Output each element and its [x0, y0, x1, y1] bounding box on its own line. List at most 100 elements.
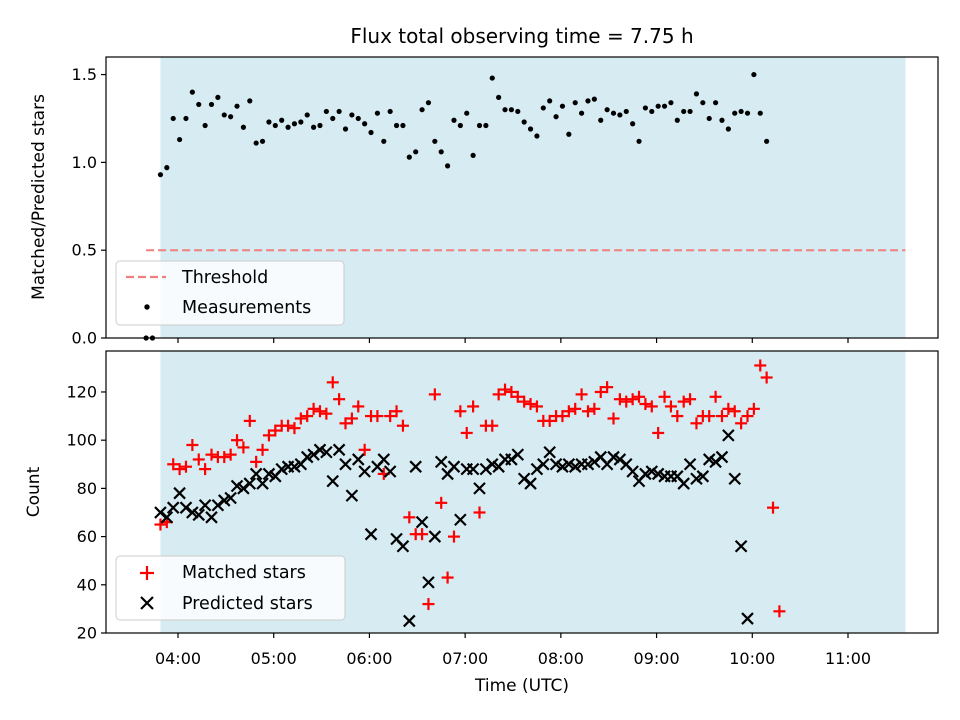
y-tick-label: 0.5	[72, 241, 97, 260]
predicted-star-point	[466, 462, 480, 476]
measurement-point	[764, 138, 770, 144]
matched-star-point	[294, 412, 307, 425]
measurement-point	[291, 121, 298, 127]
measurement-point	[279, 117, 285, 123]
matched-star-point	[671, 410, 684, 423]
measurement-point	[457, 122, 463, 129]
measurement-point	[496, 94, 502, 100]
measurement-point	[362, 121, 368, 127]
predicted-star-point	[677, 477, 690, 490]
measurement-point	[508, 107, 515, 113]
predicted-star-point	[588, 455, 601, 469]
predicted-star-point	[211, 498, 225, 512]
matched-star-point	[205, 448, 218, 461]
predicted-star-point	[415, 515, 429, 529]
matched-star-point	[741, 410, 754, 423]
predicted-star-point	[537, 458, 550, 471]
matched-star-point	[384, 410, 397, 423]
matched-star-point	[333, 393, 346, 406]
matched-star-point	[767, 501, 780, 514]
measurement-point	[259, 138, 266, 144]
measurement-point	[674, 117, 680, 123]
matched-star-point	[677, 395, 690, 408]
matched-star-point	[652, 426, 665, 439]
measurement-point	[470, 152, 476, 158]
measurement-point	[604, 107, 610, 113]
matched-star-point	[435, 496, 448, 509]
measurement-point	[668, 100, 674, 106]
measurement-point	[578, 110, 585, 116]
x-tick-label: 06:00	[346, 649, 392, 668]
matched-star-point	[626, 393, 639, 406]
matched-star-point	[192, 453, 205, 466]
predicted-star-point	[741, 612, 754, 625]
matched-star-point	[179, 460, 192, 473]
matched-star-point	[773, 605, 786, 618]
predicted-star-point	[734, 539, 748, 553]
plot-frame	[105, 350, 939, 634]
matched-star-point	[505, 385, 518, 398]
predicted-star-point	[422, 576, 435, 589]
matched-star-point	[499, 383, 512, 396]
measurement-point	[464, 110, 470, 116]
matched-star-point	[320, 407, 333, 420]
predicted-star-point	[505, 453, 518, 466]
measurement-point	[304, 112, 310, 118]
measurement-point	[157, 172, 164, 178]
measurement-point	[642, 105, 649, 111]
measurement-point	[419, 107, 425, 113]
matched-star-point	[173, 463, 186, 476]
measurement-point	[176, 136, 183, 143]
predicted-star-point	[428, 530, 442, 543]
matched-star-point	[607, 412, 620, 425]
measurement-point	[240, 124, 247, 130]
measurement-point	[266, 119, 272, 125]
predicted-star-point	[613, 453, 627, 466]
matched-star-point	[416, 528, 429, 541]
x-tick-label: 05:00	[251, 649, 297, 668]
predicted-star-point	[511, 448, 525, 461]
matched-star-point	[313, 405, 326, 418]
measurement-point	[712, 100, 719, 106]
measurement-point	[655, 103, 661, 109]
matched-star-point	[218, 451, 231, 464]
measurement-point	[310, 124, 317, 130]
measurement-point	[355, 115, 361, 122]
matched-star-point	[199, 463, 212, 476]
predicted-star-point	[517, 472, 531, 486]
measurement-point	[183, 115, 189, 122]
predicted-star-point	[524, 477, 537, 490]
matched-star-point	[345, 412, 358, 425]
predicted-star-point	[709, 455, 722, 469]
measurement-point	[693, 91, 700, 97]
measurement-point	[400, 122, 406, 129]
predicted-star-point	[364, 527, 378, 541]
matched-star-point	[581, 405, 594, 418]
measurement-point	[374, 110, 381, 116]
matched-star-point	[339, 417, 352, 430]
matched-star-point	[722, 402, 735, 415]
count-ylabel: Count	[24, 466, 44, 517]
measurement-point	[228, 114, 234, 120]
matched-star-point	[569, 402, 582, 415]
measurement-point	[208, 101, 215, 108]
measurement-point	[432, 138, 438, 144]
measurement-point	[336, 108, 342, 115]
matched-star-point	[735, 417, 748, 430]
matched-star-point	[390, 405, 403, 418]
predicted-star-point	[530, 462, 544, 476]
measurement-point	[623, 108, 629, 115]
ratio-panel: 0.0 0.5 1.0 1.5 Matched/Predicted stars Thr…	[29, 56, 939, 348]
matched-star-point	[301, 410, 314, 423]
matched-star-point	[422, 598, 435, 611]
measurement-point	[572, 100, 578, 106]
predicted-star-point	[339, 458, 352, 471]
matched-star-point	[556, 410, 569, 423]
measurement-point	[234, 103, 240, 109]
matched-star-point	[250, 455, 263, 468]
matched-star-point	[307, 402, 320, 415]
predicted-star-point	[256, 477, 269, 490]
matched-star-point	[154, 518, 167, 531]
matched-star-point	[231, 434, 244, 447]
